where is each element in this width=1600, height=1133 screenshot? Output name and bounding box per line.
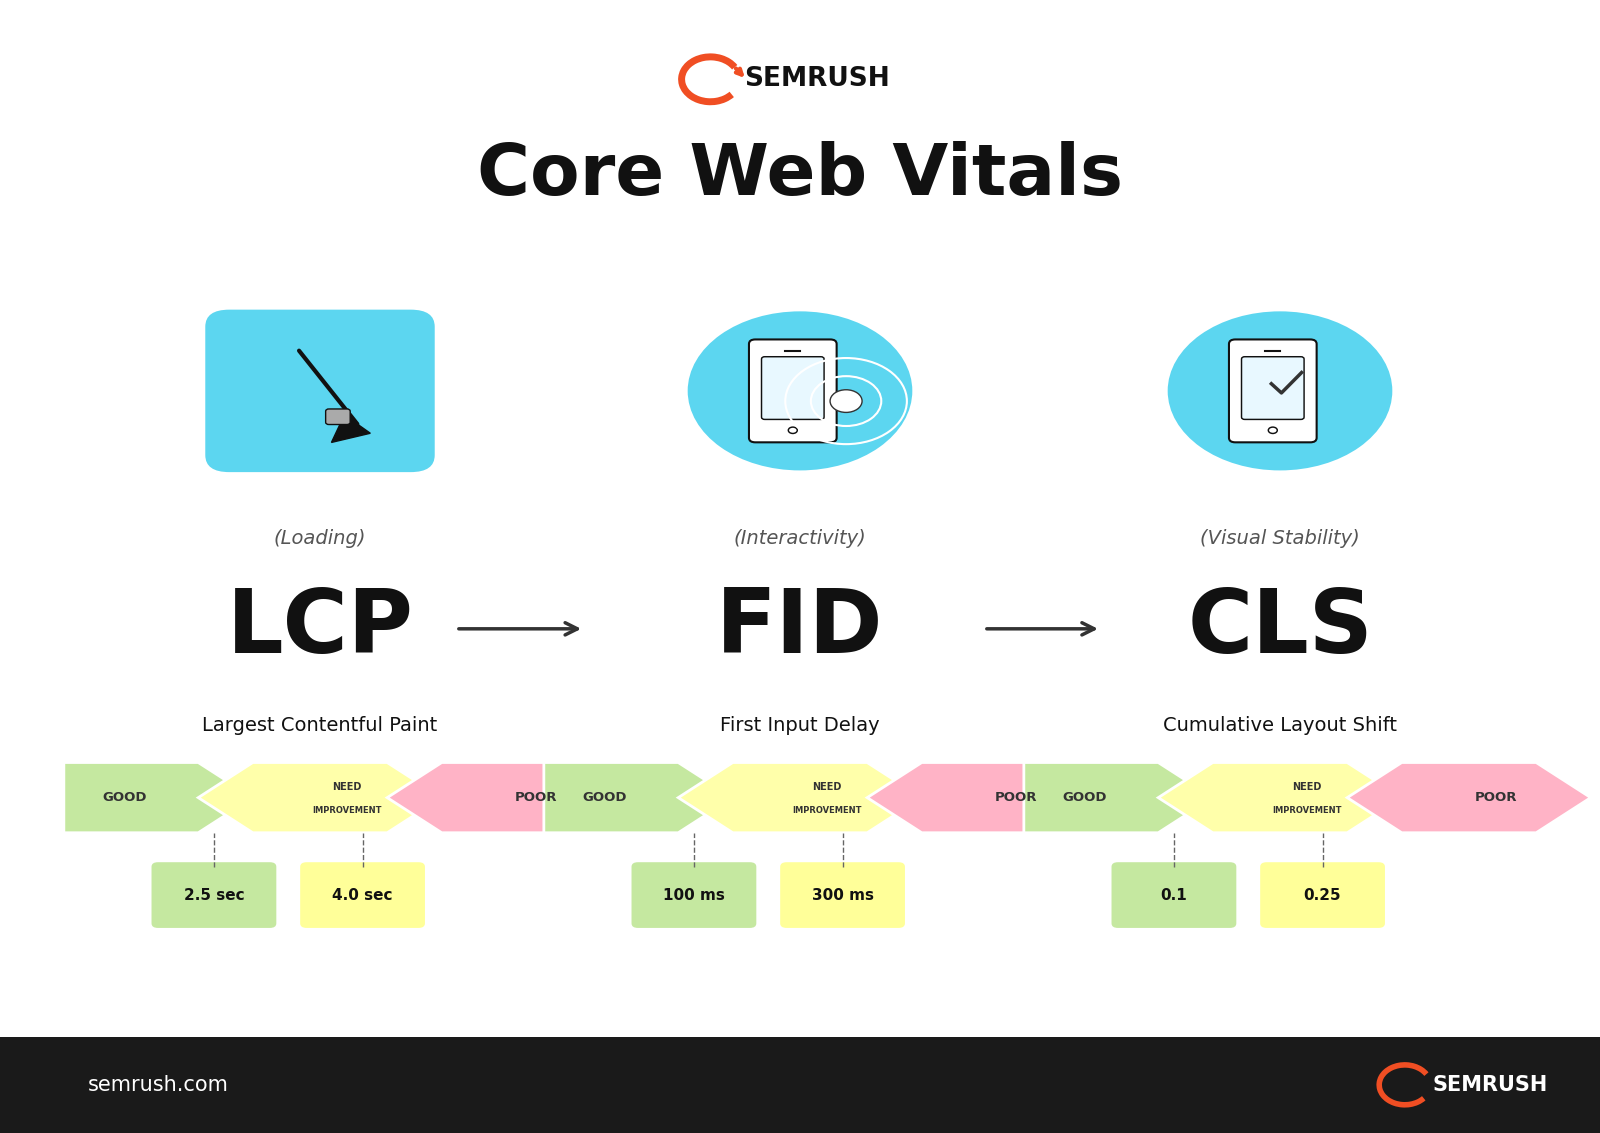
Text: POOR: POOR	[1475, 791, 1517, 804]
Text: 300 ms: 300 ms	[811, 887, 874, 903]
Polygon shape	[64, 763, 253, 833]
Text: 2.5 sec: 2.5 sec	[184, 887, 245, 903]
Polygon shape	[867, 763, 1110, 833]
Text: (Visual Stability): (Visual Stability)	[1200, 529, 1360, 547]
Text: Largest Contentful Paint: Largest Contentful Paint	[202, 716, 438, 734]
FancyBboxPatch shape	[152, 862, 277, 928]
Polygon shape	[331, 415, 370, 442]
Polygon shape	[387, 763, 630, 833]
Text: LCP: LCP	[227, 586, 413, 672]
Text: POOR: POOR	[995, 791, 1037, 804]
Text: semrush.com: semrush.com	[88, 1075, 229, 1094]
Text: CLS: CLS	[1187, 586, 1373, 672]
Text: POOR: POOR	[515, 791, 557, 804]
FancyBboxPatch shape	[749, 340, 837, 442]
Text: GOOD: GOOD	[102, 791, 147, 804]
Text: SEMRUSH: SEMRUSH	[744, 67, 890, 92]
FancyBboxPatch shape	[301, 862, 426, 928]
Text: IMPROVEMENT: IMPROVEMENT	[312, 806, 382, 815]
FancyBboxPatch shape	[1242, 357, 1304, 419]
Text: 4.0 sec: 4.0 sec	[333, 887, 394, 903]
Circle shape	[1168, 312, 1392, 470]
Polygon shape	[1024, 763, 1213, 833]
Text: SEMRUSH: SEMRUSH	[1432, 1075, 1547, 1094]
Polygon shape	[678, 763, 922, 833]
Circle shape	[1269, 427, 1277, 434]
Polygon shape	[1347, 763, 1590, 833]
Text: (Interactivity): (Interactivity)	[734, 529, 866, 547]
Text: NEED: NEED	[813, 782, 842, 792]
FancyBboxPatch shape	[762, 357, 824, 419]
Polygon shape	[198, 763, 442, 833]
Text: 0.25: 0.25	[1304, 887, 1341, 903]
Text: Cumulative Layout Shift: Cumulative Layout Shift	[1163, 716, 1397, 734]
Text: FID: FID	[717, 586, 883, 672]
Text: 100 ms: 100 ms	[662, 887, 725, 903]
Circle shape	[688, 312, 912, 470]
Polygon shape	[1158, 763, 1402, 833]
FancyBboxPatch shape	[1261, 862, 1386, 928]
Text: (Loading): (Loading)	[274, 529, 366, 547]
FancyBboxPatch shape	[1229, 340, 1317, 442]
Text: Core Web Vitals: Core Web Vitals	[477, 142, 1123, 210]
FancyBboxPatch shape	[326, 409, 350, 425]
Text: First Input Delay: First Input Delay	[720, 716, 880, 734]
Text: NEED: NEED	[1293, 782, 1322, 792]
FancyBboxPatch shape	[205, 309, 435, 472]
FancyBboxPatch shape	[781, 862, 906, 928]
Text: GOOD: GOOD	[1062, 791, 1107, 804]
FancyBboxPatch shape	[1112, 862, 1237, 928]
Text: 0.1: 0.1	[1160, 887, 1187, 903]
Text: IMPROVEMENT: IMPROVEMENT	[1272, 806, 1342, 815]
Circle shape	[830, 390, 862, 412]
Bar	[0, 1037, 1600, 1133]
Circle shape	[789, 427, 797, 434]
Polygon shape	[544, 763, 733, 833]
Text: NEED: NEED	[333, 782, 362, 792]
Text: IMPROVEMENT: IMPROVEMENT	[792, 806, 862, 815]
Text: GOOD: GOOD	[582, 791, 627, 804]
FancyBboxPatch shape	[632, 862, 757, 928]
